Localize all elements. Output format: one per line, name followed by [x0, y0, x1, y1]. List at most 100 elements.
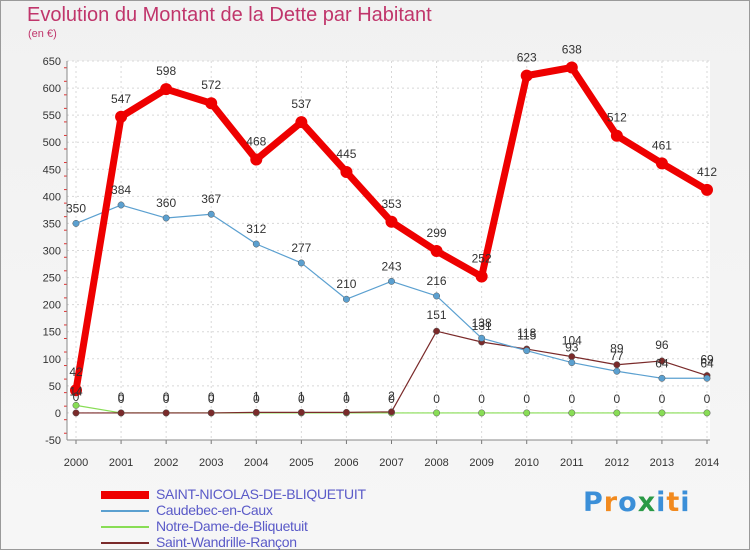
brand-letter: P — [583, 487, 604, 518]
data-label-2: 0 — [208, 392, 215, 406]
data-point-2 — [568, 409, 576, 417]
data-label-3: 0 — [208, 390, 215, 404]
data-point-1 — [117, 201, 125, 209]
data-point-3 — [162, 409, 170, 417]
data-point-3 — [252, 408, 260, 416]
data-label-3: 0 — [118, 390, 125, 404]
data-label-3: 96 — [655, 338, 669, 352]
data-point-0 — [655, 157, 668, 170]
data-label-1: 210 — [336, 277, 356, 291]
data-label-3: 118 — [517, 326, 536, 340]
data-label-1: 138 — [472, 316, 492, 330]
data-point-3 — [72, 409, 80, 417]
data-point-1 — [388, 277, 395, 285]
data-point-0 — [565, 61, 578, 74]
y-tick-label: 0 — [55, 408, 61, 420]
data-point-1 — [478, 334, 486, 342]
data-point-3 — [388, 408, 395, 416]
data-point-1 — [162, 214, 170, 222]
data-label-1: 93 — [565, 341, 579, 355]
data-label-3: 151 — [427, 308, 447, 322]
x-tick-label: 2012 — [605, 457, 629, 469]
data-label-1: 350 — [66, 201, 86, 215]
brand-letter: i — [656, 487, 667, 518]
data-label-0: 299 — [427, 226, 447, 240]
data-label-3: 69 — [700, 353, 714, 367]
y-tick-label: 250 — [43, 273, 61, 285]
data-label-2: 0 — [659, 392, 666, 406]
data-label-0: 445 — [336, 147, 356, 161]
data-label-2: 0 — [704, 392, 711, 406]
data-point-0 — [520, 69, 533, 82]
data-label-1: 115 — [517, 329, 536, 343]
y-tick-label: 400 — [43, 191, 61, 203]
data-point-0 — [385, 215, 398, 228]
data-label-2: 0 — [118, 392, 125, 406]
data-label-3: 131 — [472, 319, 492, 333]
data-point-2 — [478, 409, 486, 417]
legend-swatch — [101, 510, 149, 512]
legend-label: SAINT-NICOLAS-DE-BLIQUETUIT — [156, 486, 366, 502]
data-point-0 — [250, 153, 263, 166]
data-point-3 — [117, 409, 125, 417]
x-tick-label: 2010 — [514, 457, 538, 469]
unit-label: (en €) — [28, 28, 57, 40]
data-label-2: 0 — [523, 392, 530, 406]
legend-swatch — [101, 542, 149, 544]
data-label-1: 64 — [655, 356, 669, 370]
data-label-3: 1 — [298, 389, 305, 403]
data-point-2 — [703, 409, 711, 417]
brand-letter: x — [637, 487, 657, 518]
data-label-0: 512 — [607, 111, 627, 125]
data-label-3: 1 — [253, 389, 260, 403]
data-point-1 — [252, 240, 260, 248]
data-label-3: 104 — [562, 334, 582, 348]
data-point-3 — [433, 327, 441, 335]
data-point-1 — [433, 292, 441, 300]
y-tick-label: 200 — [43, 300, 61, 312]
data-label-1: 384 — [111, 183, 131, 197]
x-tick-label: 2004 — [244, 457, 268, 469]
legend-swatch — [101, 491, 149, 499]
data-point-2 — [613, 409, 621, 417]
data-point-2 — [523, 409, 531, 417]
data-point-0 — [70, 384, 82, 397]
data-label-3: 2 — [388, 389, 395, 403]
data-label-1: 216 — [427, 274, 447, 288]
data-label-2: 0 — [163, 392, 170, 406]
y-tick-label: 350 — [43, 218, 61, 230]
data-label-1: 312 — [246, 222, 266, 236]
brand-letter: i — [680, 487, 691, 518]
y-tick-label: 550 — [43, 110, 61, 122]
y-tick-label: 600 — [43, 83, 61, 95]
data-label-0: 353 — [381, 197, 401, 211]
data-label-0: 252 — [472, 251, 492, 265]
x-tick-label: 2005 — [289, 457, 313, 469]
legend-label: Notre-Dame-de-Bliquetuit — [156, 518, 308, 534]
data-point-0 — [295, 116, 308, 129]
data-point-1 — [703, 374, 711, 382]
data-label-2: 0 — [388, 392, 395, 406]
x-tick-label: 2008 — [424, 457, 448, 469]
data-label-2: 0 — [478, 392, 485, 406]
data-point-1 — [568, 359, 576, 367]
data-point-2 — [433, 409, 441, 417]
data-label-0: 598 — [156, 64, 176, 78]
data-label-0: 547 — [111, 92, 131, 106]
data-label-3: 89 — [610, 342, 624, 356]
data-point-0 — [475, 270, 488, 283]
y-tick-label: 150 — [43, 327, 61, 339]
x-tick-label: 2009 — [469, 457, 493, 469]
x-tick-label: 2013 — [650, 457, 674, 469]
x-tick-label: 2011 — [560, 457, 584, 469]
data-label-2: 14 — [69, 384, 83, 398]
data-label-0: 412 — [697, 165, 717, 179]
data-label-3: 1 — [343, 389, 350, 403]
y-tick-label: 450 — [43, 164, 61, 176]
data-label-1: 243 — [381, 259, 401, 273]
data-label-2: 0 — [568, 392, 575, 406]
y-tick-label: -50 — [45, 435, 61, 447]
data-point-1 — [342, 295, 350, 303]
